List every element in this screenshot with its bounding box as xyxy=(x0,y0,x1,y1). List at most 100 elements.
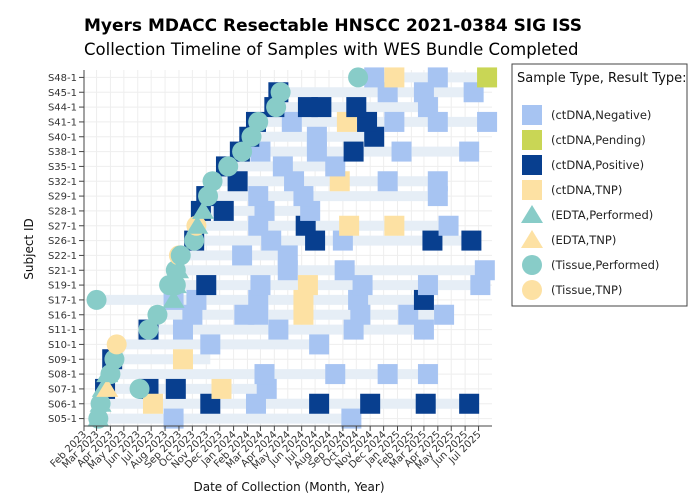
y-tick-label: S41-1 xyxy=(48,117,77,128)
y-tick-label: S32-1 xyxy=(48,177,77,188)
marker-tissue-performed xyxy=(147,304,168,325)
marker-ctdna-positive xyxy=(459,393,480,414)
marker-ctdna-positive xyxy=(343,141,364,162)
x-axis-title: Date of Collection (Month, Year) xyxy=(193,480,384,494)
legend-items: (ctDNA,Negative) (ctDNA,Pending) (ctDNA,Po… xyxy=(521,105,659,300)
chart-subtitle: Collection Timeline of Samples with WES … xyxy=(84,40,579,59)
marker-ctdna-pending xyxy=(477,67,498,88)
marker-ctdna-negative xyxy=(306,126,327,147)
marker-ctdna-positive xyxy=(360,393,381,414)
y-tick-label: S17-1 xyxy=(48,295,77,306)
marker-ctdna-positive xyxy=(346,97,367,118)
y-tick-label: S26-1 xyxy=(48,236,77,247)
marker-ctdna-negative xyxy=(232,245,253,266)
y-tick-label: S40-1 xyxy=(48,132,77,143)
y-tick-label: S11-1 xyxy=(48,325,77,336)
marker-ctdna-negative xyxy=(200,334,221,355)
marker-ctdna-negative xyxy=(377,364,398,385)
marker-ctdna-negative xyxy=(413,319,434,340)
marker-ctdna-negative xyxy=(325,364,346,385)
marker-edta-performed xyxy=(167,260,190,279)
marker-tissue-performed xyxy=(202,171,223,192)
marker-ctdna-negative xyxy=(254,364,275,385)
marker-ctdna-negative xyxy=(277,245,298,266)
marker-ctdna-negative xyxy=(377,171,398,192)
marker-edta-performed xyxy=(162,289,185,308)
marker-tissue-performed xyxy=(129,378,150,399)
marker-ctdna-positive xyxy=(196,275,217,296)
y-axis-ticks: S05-1 S06-1 S07-1 S08-1 S09-1 S10-1 S11-1 S16-1… xyxy=(48,70,85,426)
y-tick-label: S10-1 xyxy=(48,340,77,351)
legend-label: (EDTA,Performed) xyxy=(551,208,653,222)
chart-title: Myers MDACC Resectable HNSCC 2021-0384 S… xyxy=(84,16,582,36)
marker-edta-performed xyxy=(89,393,112,412)
legend-title: Sample Type, Result Type: xyxy=(517,71,687,86)
y-axis-title: Subject ID xyxy=(22,218,36,279)
y-tick-label: S09-1 xyxy=(48,355,77,366)
marker-ctdna-negative xyxy=(272,156,293,177)
legend-label: (ctDNA,Positive) xyxy=(551,158,644,172)
marker-ctdna-negative xyxy=(364,67,385,88)
marker-ctdna-negative xyxy=(477,111,498,132)
legend-marker xyxy=(522,155,542,175)
legend-label: (EDTA,TNP) xyxy=(551,233,616,247)
marker-edta-performed xyxy=(164,275,187,294)
marker-ctdna-negative xyxy=(341,408,362,429)
marker-tissue-tnp xyxy=(106,334,127,355)
marker-tissue-performed xyxy=(184,230,205,251)
legend-label: (Tissue,TNP) xyxy=(551,283,622,297)
legend-label: (Tissue,Performed) xyxy=(551,258,659,272)
marker-edta-performed xyxy=(192,200,215,219)
marker-ctdna-negative xyxy=(459,141,480,162)
y-tick-label: S16-1 xyxy=(48,310,77,321)
marker-ctdna-negative xyxy=(334,260,355,281)
marker-ctdna-negative xyxy=(281,111,302,132)
y-tick-label: S05-1 xyxy=(48,414,77,425)
marker-ctdna-negative xyxy=(391,141,412,162)
legend-marker xyxy=(521,230,543,248)
marker-edta-performed xyxy=(87,408,110,427)
legend-marker xyxy=(522,255,542,275)
y-tick-label: S27-1 xyxy=(48,221,77,232)
marker-ctdna-negative xyxy=(474,260,495,281)
marker-ctdna-negative xyxy=(268,319,289,340)
legend-marker xyxy=(522,280,542,300)
legend-label: (ctDNA,TNP) xyxy=(551,183,622,197)
marker-edta-performed xyxy=(96,364,119,383)
marker-ctdna-negative xyxy=(427,67,448,88)
legend-marker xyxy=(522,180,542,200)
marker-ctdna-negative xyxy=(438,215,459,236)
y-tick-label: S19-1 xyxy=(48,281,77,292)
marker-ctdna-negative xyxy=(325,156,346,177)
marker-ctdna-positive xyxy=(213,200,234,221)
marker-ctdna-tnp xyxy=(297,275,318,296)
marker-ctdna-positive xyxy=(165,378,186,399)
marker-ctdna-negative xyxy=(250,275,271,296)
marker-ctdna-negative xyxy=(248,186,269,207)
marker-edta-performed xyxy=(186,215,209,234)
marker-ctdna-negative xyxy=(434,304,455,325)
marker-ctdna-tnp xyxy=(172,349,193,370)
marker-ctdna-negative xyxy=(309,334,330,355)
legend-label: (ctDNA,Negative) xyxy=(551,108,651,122)
marker-ctdna-negative xyxy=(398,304,419,325)
legend-label: (ctDNA,Pending) xyxy=(551,133,646,147)
y-tick-label: S35-1 xyxy=(48,162,77,173)
y-tick-label: S38-1 xyxy=(48,147,77,158)
marker-ctdna-negative xyxy=(427,171,448,192)
marker-ctdna-positive xyxy=(311,97,332,118)
marker-ctdna-tnp xyxy=(211,378,232,399)
marker-tissue-performed xyxy=(348,67,369,88)
marker-tissue-performed xyxy=(248,111,269,132)
y-tick-label: S44-1 xyxy=(48,103,77,114)
marker-ctdna-positive xyxy=(422,230,443,251)
marker-ctdna-negative xyxy=(384,111,405,132)
marker-ctdna-positive xyxy=(415,393,436,414)
marker-tissue-performed xyxy=(86,289,107,310)
y-tick-label: S28-1 xyxy=(48,206,77,217)
y-tick-label: S07-1 xyxy=(48,384,77,395)
marker-ctdna-negative xyxy=(163,408,184,429)
y-tick-label: S22-1 xyxy=(48,251,77,262)
